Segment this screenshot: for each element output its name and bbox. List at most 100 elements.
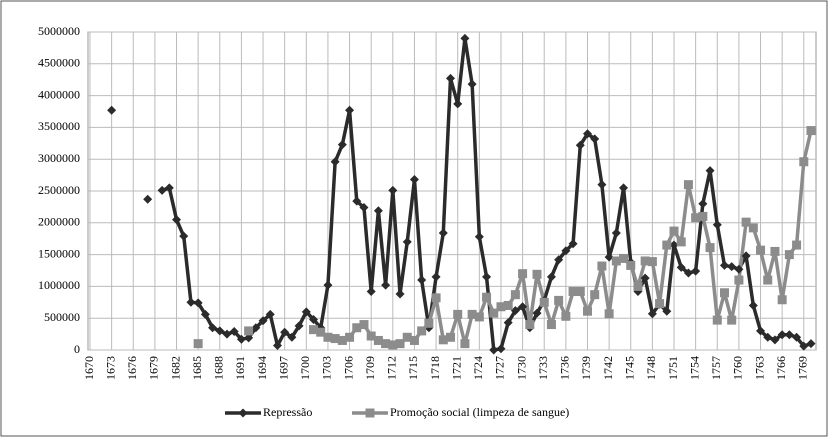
marker <box>229 327 239 337</box>
marker <box>453 309 463 319</box>
marker <box>777 330 787 340</box>
x-tick-label: 1718 <box>428 356 442 380</box>
marker <box>604 252 614 262</box>
marker <box>518 302 528 312</box>
marker <box>727 315 737 325</box>
y-tick-label: 1000000 <box>38 278 80 292</box>
y-tick-label: 3500000 <box>38 119 80 133</box>
marker <box>662 306 672 316</box>
marker <box>236 334 246 344</box>
marker <box>179 231 189 241</box>
legend-marker <box>238 408 248 418</box>
marker <box>474 232 484 242</box>
marker <box>337 335 347 345</box>
marker <box>582 306 592 316</box>
marker <box>438 228 448 238</box>
x-tick-label: 1685 <box>190 356 204 380</box>
x-tick-label: 1745 <box>623 356 637 380</box>
marker <box>215 326 225 336</box>
marker <box>546 272 556 282</box>
marker <box>741 217 751 227</box>
marker <box>352 196 362 206</box>
marker <box>748 300 758 310</box>
marker <box>388 340 398 350</box>
x-tick-label: 1757 <box>709 356 723 380</box>
marker <box>561 311 571 321</box>
marker <box>582 129 592 139</box>
marker <box>619 183 629 193</box>
marker <box>619 253 629 263</box>
marker <box>280 327 290 337</box>
x-tick-label: 1748 <box>644 356 658 380</box>
marker <box>186 297 196 307</box>
marker <box>366 331 376 341</box>
x-tick-label: 1724 <box>471 356 485 380</box>
marker <box>359 320 369 330</box>
marker <box>611 228 621 238</box>
marker <box>662 240 672 250</box>
marker <box>676 262 686 272</box>
marker <box>330 334 340 344</box>
marker <box>482 292 492 302</box>
marker <box>770 246 780 256</box>
y-tick-label: 4500000 <box>38 56 80 70</box>
marker <box>640 256 650 266</box>
marker <box>741 251 751 261</box>
marker <box>438 335 448 345</box>
marker <box>345 105 355 115</box>
x-tick-label: 1679 <box>147 356 161 380</box>
marker <box>402 237 412 247</box>
y-tick-label: 1500000 <box>38 246 80 260</box>
marker <box>510 306 520 316</box>
marker <box>719 260 729 270</box>
marker <box>474 312 484 322</box>
x-tick-label: 1676 <box>125 356 139 380</box>
marker <box>467 79 477 89</box>
marker <box>244 326 254 336</box>
marker <box>698 199 708 209</box>
marker <box>489 345 499 355</box>
marker <box>323 332 333 342</box>
marker <box>532 269 542 279</box>
x-tick-label: 1751 <box>666 356 680 380</box>
marker <box>460 339 470 349</box>
marker <box>316 327 326 337</box>
x-tick-label: 1730 <box>514 356 528 380</box>
x-tick-label: 1715 <box>406 356 420 380</box>
marker <box>381 339 391 349</box>
x-tick-label: 1709 <box>363 356 377 380</box>
marker <box>784 250 794 260</box>
marker <box>568 239 578 249</box>
marker <box>446 73 455 83</box>
marker <box>323 280 333 290</box>
marker <box>734 264 744 274</box>
marker <box>777 295 787 305</box>
marker <box>446 332 455 342</box>
x-tick-label: 1754 <box>687 356 701 380</box>
marker <box>633 281 643 291</box>
marker <box>575 286 585 296</box>
marker <box>496 344 506 354</box>
marker <box>157 185 167 195</box>
y-tick-label: 5000000 <box>38 24 80 38</box>
x-tick-label: 1769 <box>796 356 810 380</box>
marker <box>272 341 282 351</box>
marker <box>265 309 275 319</box>
marker <box>611 256 621 266</box>
marker <box>705 166 715 176</box>
marker <box>655 299 665 309</box>
x-tick-label: 1739 <box>579 356 593 380</box>
marker <box>467 309 477 319</box>
x-tick-label: 1697 <box>276 356 290 380</box>
marker <box>546 320 556 330</box>
marker <box>756 245 766 255</box>
marker <box>460 33 470 43</box>
y-tick-label: 4000000 <box>38 87 80 101</box>
marker <box>683 268 693 278</box>
marker <box>453 99 463 109</box>
marker <box>337 140 347 150</box>
marker <box>510 290 520 300</box>
marker <box>604 309 614 319</box>
x-tick-label: 1682 <box>168 356 182 380</box>
marker <box>683 180 693 190</box>
